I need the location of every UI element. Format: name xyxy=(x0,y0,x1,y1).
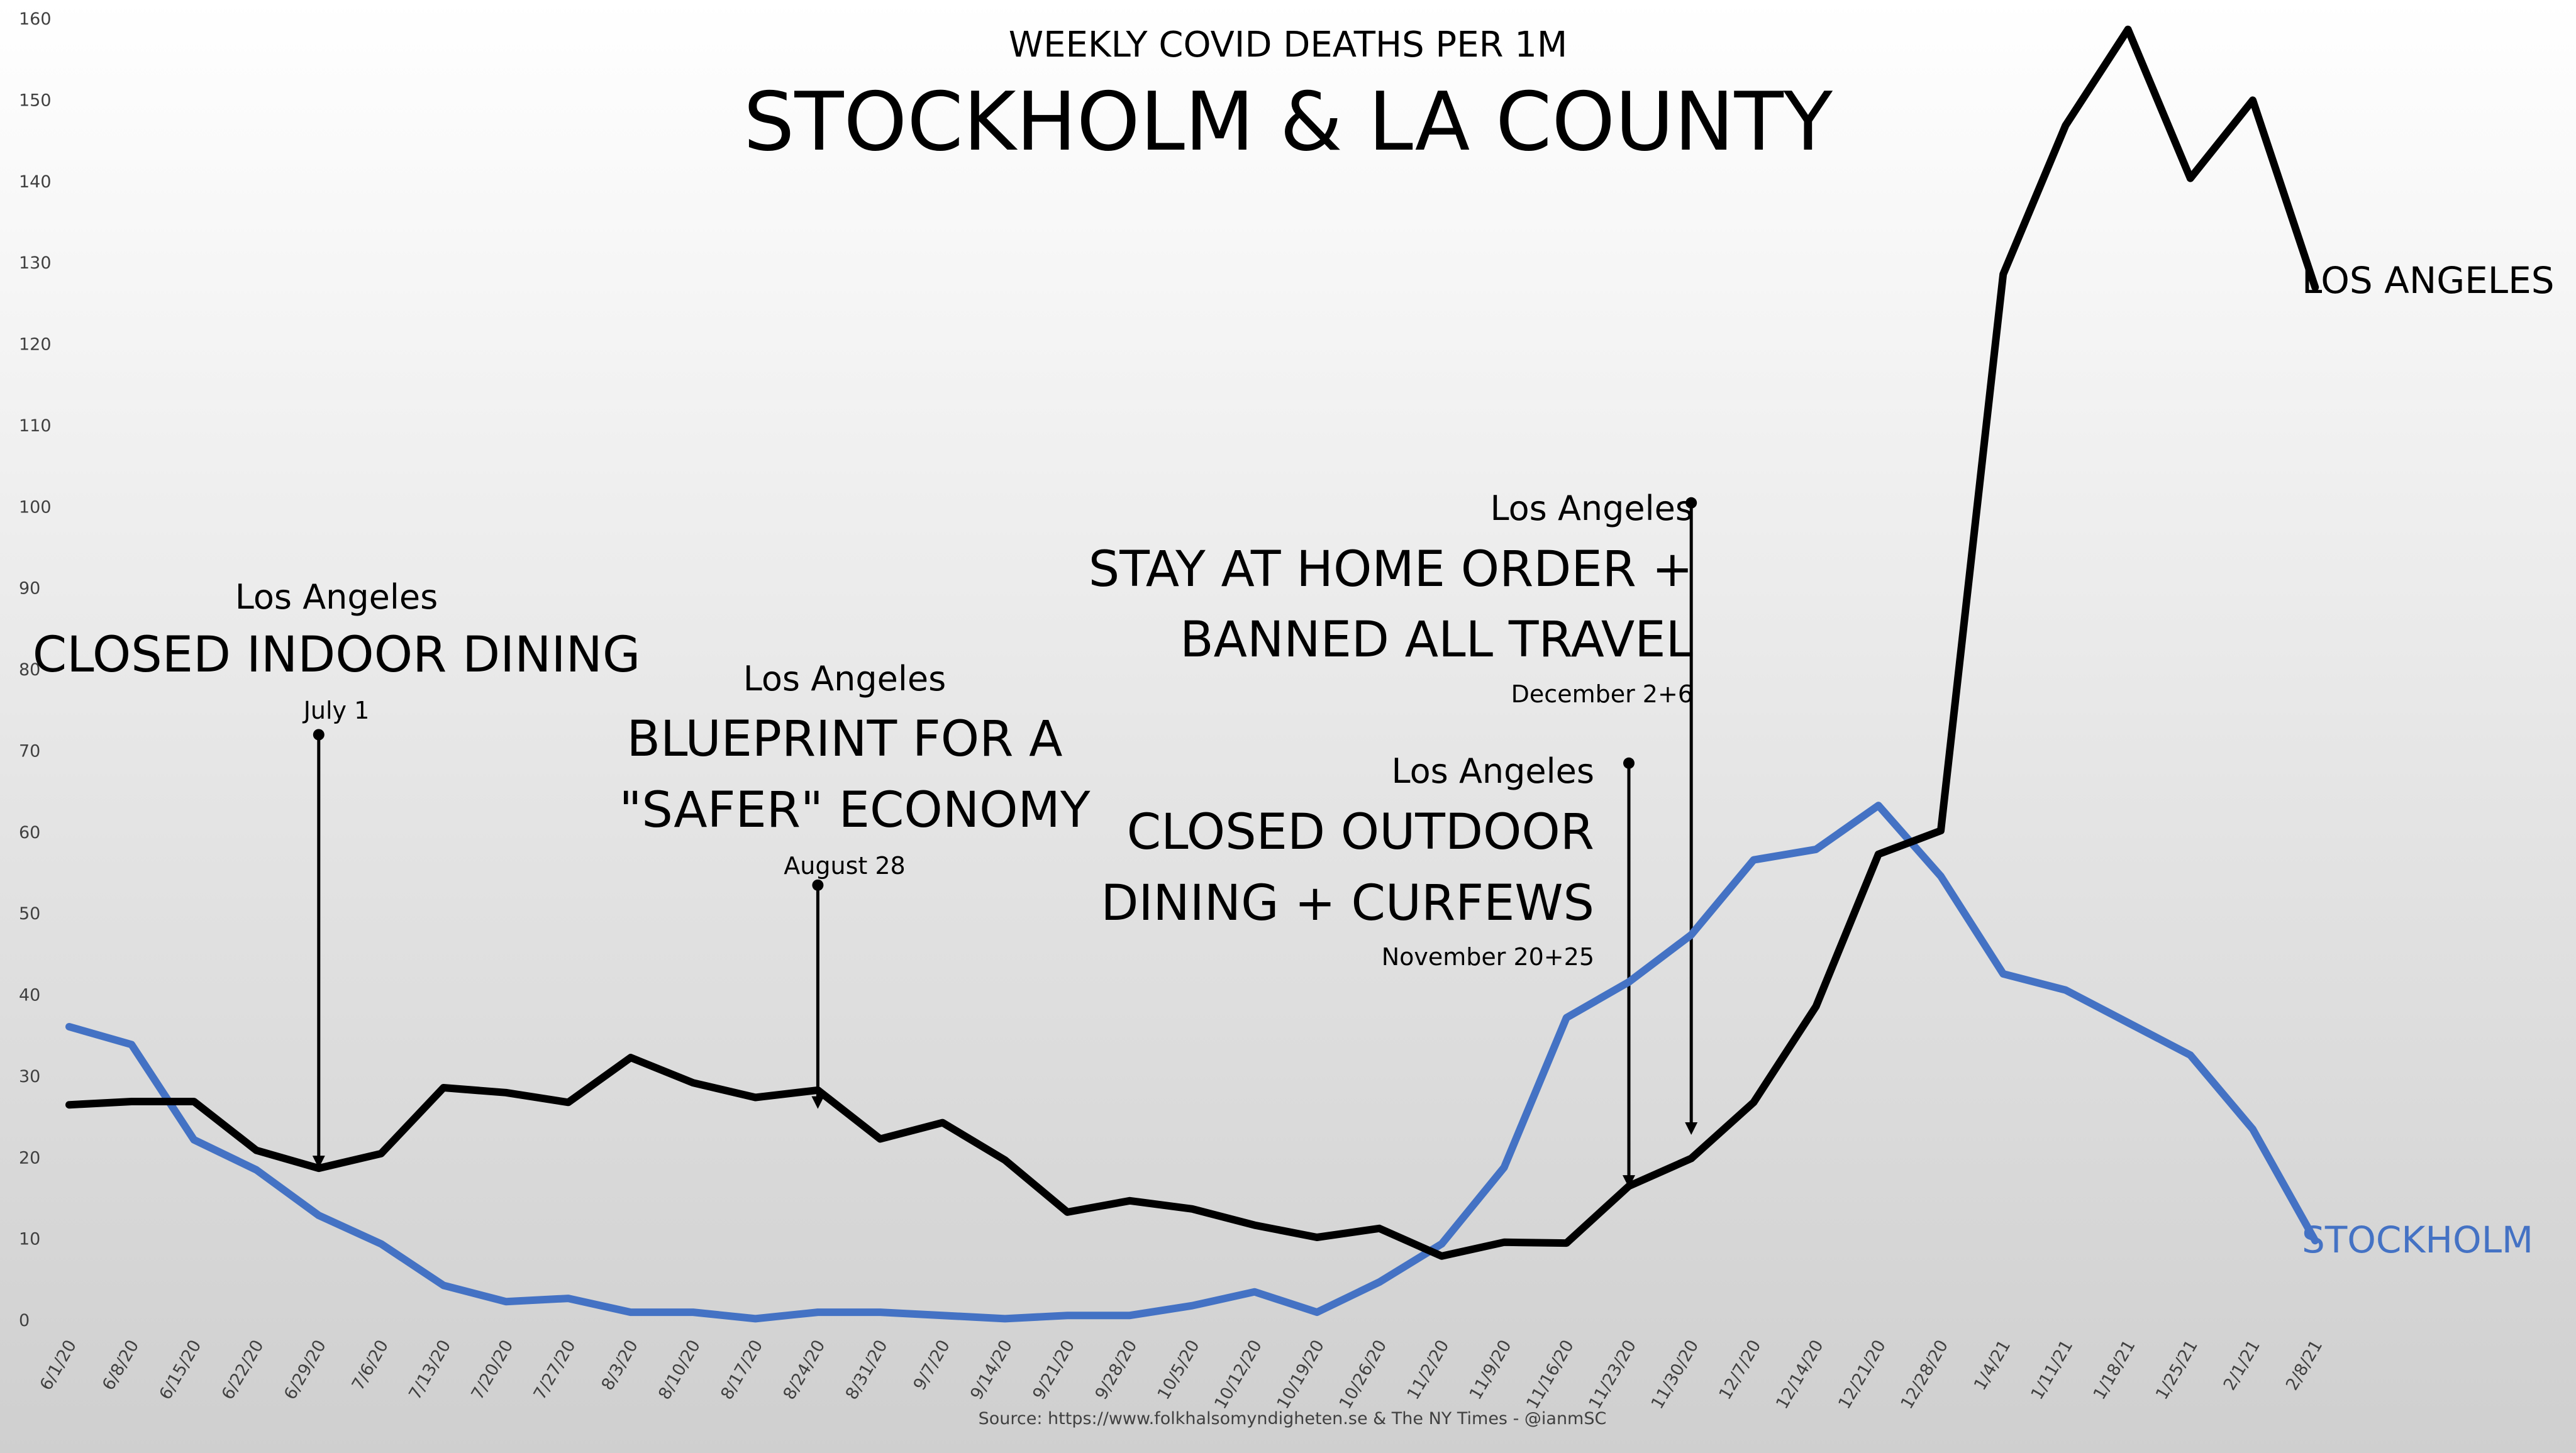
annotation-location: Los Angeles xyxy=(743,659,947,699)
annotation-event: CLOSED INDOOR DINING xyxy=(33,627,641,683)
annotation-date: December 2+6 xyxy=(1511,680,1693,708)
y-tick-label: 10 xyxy=(19,1230,40,1249)
annotation-indoor-dining: Los Angeles CLOSED INDOOR DINING July 1 xyxy=(33,577,641,724)
y-tick-label: 20 xyxy=(19,1148,40,1168)
y-tick-label: 0 xyxy=(19,1311,30,1330)
y-tick-label: 100 xyxy=(19,497,52,517)
y-axis: 0 10 20 30 40 50 60 70 80 90 100 110 120 130 140 150 160 xyxy=(19,9,52,1330)
series-label-los-angeles: LOS ANGELES xyxy=(2302,259,2555,302)
series-label-stockholm: STOCKHOLM xyxy=(2302,1218,2533,1261)
y-tick-label: 110 xyxy=(19,416,52,436)
annotation-event-line1: CLOSED OUTDOOR xyxy=(1127,804,1594,861)
annotation-arrows xyxy=(312,497,1698,1188)
annotation-event-line1: STAY AT HOME ORDER + xyxy=(1089,541,1693,598)
source-note: Source: https://www.folkhalsomyndigheten… xyxy=(979,1409,1607,1428)
series-line-los-angeles xyxy=(65,25,2319,1260)
y-tick-label: 80 xyxy=(19,660,40,680)
annotation-event-line2: BANNED ALL TRAVEL xyxy=(1180,612,1693,668)
annotation-stay-at-home: Los Angeles STAY AT HOME ORDER + BANNED … xyxy=(1089,489,1694,708)
series-lines xyxy=(65,25,2319,1323)
y-tick-label: 90 xyxy=(19,579,40,599)
y-tick-label: 150 xyxy=(19,91,52,110)
series-line-stockholm xyxy=(65,802,2319,1323)
annotation-location: Los Angeles xyxy=(1392,751,1595,791)
annotation-date: July 1 xyxy=(303,697,370,724)
annotation-location: Los Angeles xyxy=(235,577,438,617)
y-tick-label: 30 xyxy=(19,1067,40,1086)
annotation-arrow-head xyxy=(312,1156,325,1169)
annotation-date: August 28 xyxy=(784,852,905,880)
annotation-arrow-head xyxy=(1685,1122,1698,1135)
annotation-outdoor-dining: Los Angeles CLOSED OUTDOOR DINING + CURF… xyxy=(1101,751,1594,971)
annotation-location: Los Angeles xyxy=(1491,489,1694,528)
annotation-event-line2: "SAFER" ECONOMY xyxy=(619,782,1090,839)
annotation-date: November 20+25 xyxy=(1382,943,1594,971)
annotation-arrow-head xyxy=(811,1096,824,1109)
y-tick-label: 120 xyxy=(19,335,52,355)
y-tick-label: 160 xyxy=(19,9,52,29)
y-tick-label: 60 xyxy=(19,823,40,843)
annotation-event-line1: BLUEPRINT FOR A xyxy=(626,711,1062,768)
annotation-event-line2: DINING + CURFEWS xyxy=(1101,875,1594,932)
y-tick-label: 40 xyxy=(19,986,40,1005)
y-tick-label: 70 xyxy=(19,741,40,761)
chart-title: STOCKHOLM & LA COUNTY xyxy=(743,75,1833,169)
chart-subtitle: WEEKLY COVID DEATHS PER 1M xyxy=(1009,25,1568,65)
annotation-arrow-head xyxy=(1623,1175,1635,1188)
y-tick-label: 50 xyxy=(19,904,40,924)
annotation-blueprint: Los Angeles BLUEPRINT FOR A "SAFER" ECON… xyxy=(619,659,1090,880)
y-tick-label: 140 xyxy=(19,172,52,192)
y-tick-label: 130 xyxy=(19,253,52,273)
